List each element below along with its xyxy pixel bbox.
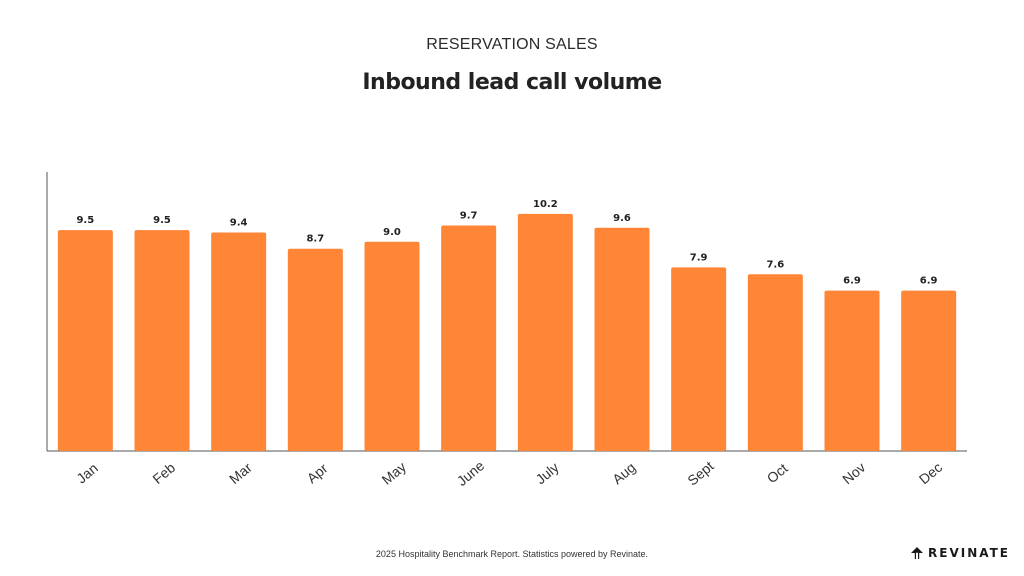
data-label-mar: 9.4 bbox=[230, 217, 248, 228]
data-label-oct: 7.6 bbox=[766, 259, 784, 270]
x-tick-label-june: June bbox=[454, 457, 488, 489]
bar-may bbox=[364, 241, 420, 451]
brand-wordmark: REVINATE bbox=[928, 546, 1010, 560]
bar-apr bbox=[287, 248, 343, 451]
x-tick-label-dec: Dec bbox=[916, 459, 945, 487]
x-tick-label-jan: Jan bbox=[73, 460, 101, 487]
data-label-apr: 8.7 bbox=[306, 234, 324, 245]
bar-june bbox=[441, 225, 497, 451]
x-tick-label-july: July bbox=[532, 459, 561, 487]
data-label-may: 9.0 bbox=[383, 227, 401, 238]
data-label-july: 10.2 bbox=[533, 199, 558, 210]
data-label-feb: 9.5 bbox=[153, 215, 171, 226]
x-tick-label-sept: Sept bbox=[684, 458, 716, 489]
x-tick-label-oct: Oct bbox=[764, 460, 791, 486]
data-label-aug: 9.6 bbox=[613, 213, 631, 224]
data-label-sept: 7.9 bbox=[690, 252, 708, 263]
x-tick-label-mar: Mar bbox=[226, 459, 255, 487]
brand-logo: REVINATE bbox=[911, 546, 1010, 560]
bar-oct bbox=[747, 274, 803, 451]
x-tick-label-may: May bbox=[379, 459, 410, 488]
data-label-dec: 6.9 bbox=[920, 276, 938, 287]
revinate-logo-icon bbox=[911, 547, 924, 559]
x-tick-label-aug: Aug bbox=[609, 459, 638, 487]
section-label: RESERVATION SALES bbox=[426, 36, 598, 53]
bar-july bbox=[517, 213, 573, 451]
bar-mar bbox=[211, 232, 267, 451]
data-label-jan: 9.5 bbox=[76, 215, 94, 226]
bar-dec bbox=[901, 290, 957, 451]
bar-nov bbox=[824, 290, 880, 451]
bar-aug bbox=[594, 227, 650, 451]
data-label-nov: 6.9 bbox=[843, 276, 861, 287]
x-tick-label-feb: Feb bbox=[149, 459, 178, 487]
footer-source-note: 2025 Hospitality Benchmark Report. Stati… bbox=[375, 549, 649, 559]
x-tick-label-nov: Nov bbox=[839, 459, 868, 487]
bar-jan bbox=[57, 230, 113, 451]
x-tick-label-apr: Apr bbox=[304, 460, 331, 486]
data-label-june: 9.7 bbox=[460, 210, 478, 221]
chart-title: Inbound lead call volume bbox=[362, 70, 662, 95]
bar-sept bbox=[671, 267, 727, 451]
bar-feb bbox=[134, 230, 190, 451]
